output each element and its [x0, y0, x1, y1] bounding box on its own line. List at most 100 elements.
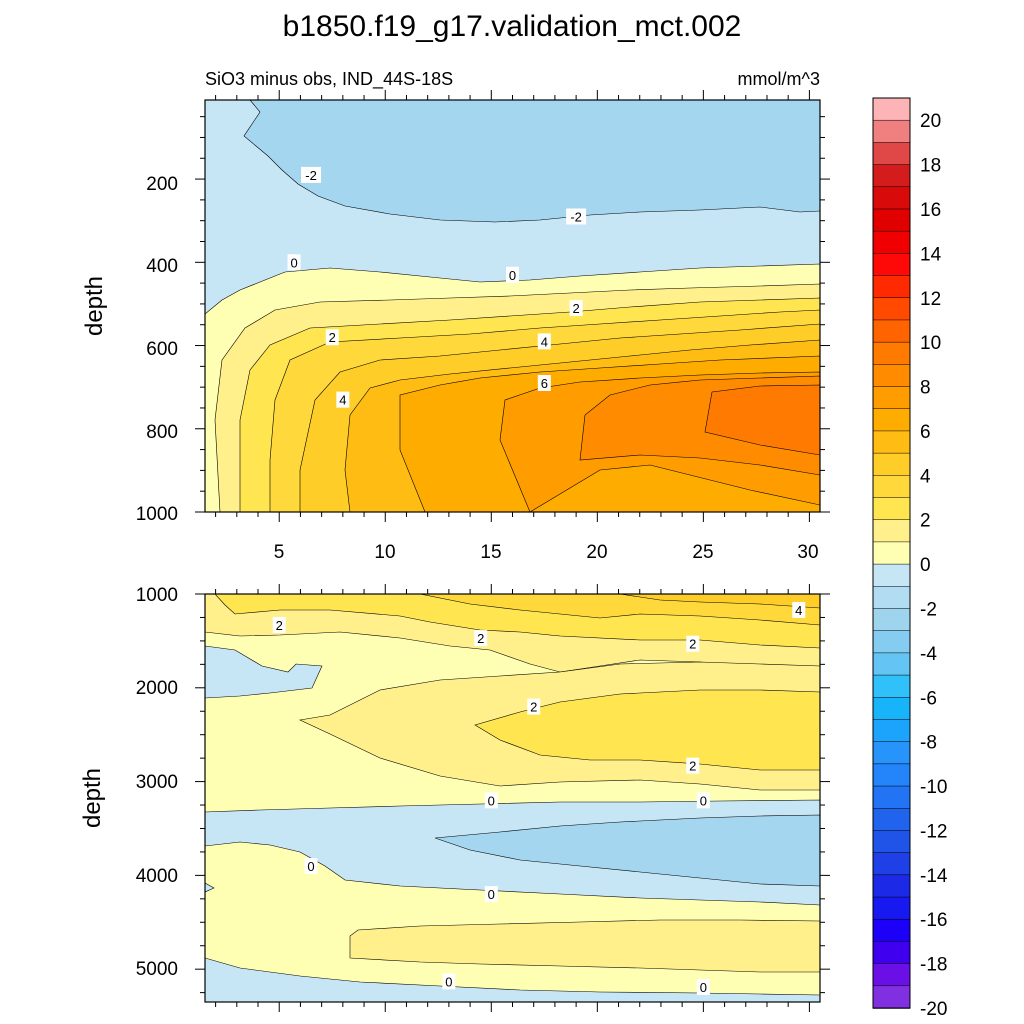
contour-label-text: 2 — [689, 759, 696, 774]
contour-label-text: 2 — [573, 301, 580, 316]
colorbar-label: 2 — [920, 511, 931, 532]
colorbar-swatch — [872, 586, 911, 610]
contour-label: 0 — [287, 254, 301, 271]
upper-y-tick-label: 200 — [146, 174, 178, 195]
colorbar-label: -16 — [920, 910, 947, 931]
x-tick-label: 20 — [586, 542, 607, 563]
contour-label-text: 0 — [700, 980, 707, 995]
colorbar-label: 0 — [920, 555, 931, 576]
colorbar-label: -8 — [920, 733, 937, 754]
colorbar-swatch — [872, 186, 911, 210]
upper-panel: -2 -2 0 0 2 2 4 4 6 200 400 600 800 1000 5 10 15… — [81, 90, 830, 563]
contour-label-text: 2 — [689, 637, 696, 652]
contour-label-text: 0 — [307, 859, 314, 874]
colorbar-label: 20 — [920, 111, 941, 132]
colorbar-label: 14 — [920, 244, 942, 265]
subtitle-units: mmol/m^3 — [738, 69, 820, 89]
contour-label-text: 4 — [795, 603, 802, 618]
contour-label: 2 — [686, 757, 700, 774]
contour-label-text: 4 — [541, 334, 548, 349]
upper-y-tick-label: 800 — [146, 422, 178, 443]
colorbar-label: 4 — [920, 466, 931, 487]
contour-label: 2 — [527, 698, 541, 715]
contour-label: 0 — [484, 792, 498, 809]
colorbar-label: 10 — [920, 333, 941, 354]
colorbar-swatch — [872, 719, 911, 743]
contour-label-text: 0 — [445, 974, 452, 989]
lower-y-tick-label: 1000 — [136, 585, 178, 606]
colorbar-swatch — [872, 807, 911, 832]
contour-label-text: 0 — [290, 255, 297, 270]
contour-label-text: -2 — [570, 210, 582, 225]
lower-y-tick-label: 2000 — [136, 678, 178, 699]
colorbar-swatch — [872, 319, 911, 343]
colorbar-label: 8 — [920, 378, 931, 399]
contour-label: 4 — [537, 333, 551, 350]
contour-label-text: 2 — [276, 618, 283, 633]
contour-label: 6 — [537, 374, 551, 391]
contour-label-text: -2 — [305, 168, 317, 183]
contour-label: 4 — [336, 391, 350, 408]
upper-y-axis-label: depth — [81, 276, 108, 336]
contour-label-text: 0 — [488, 887, 495, 902]
colorbar-swatch — [872, 763, 911, 787]
contour-label-text: 0 — [700, 793, 707, 808]
colorbar-swatch — [872, 341, 911, 366]
contour-label: 0 — [696, 978, 710, 995]
lower-contour-fill — [205, 594, 820, 1002]
colorbar-swatch — [872, 519, 911, 543]
lower-y-axis-label: depth — [79, 768, 106, 828]
contour-label: 2 — [474, 630, 488, 647]
lower-y-tick-label: 3000 — [136, 772, 178, 793]
colorbar-label: 16 — [920, 200, 941, 221]
contour-label: 2 — [272, 616, 286, 633]
colorbar-label: 12 — [920, 289, 941, 310]
upper-contour-fill — [205, 100, 820, 512]
colorbar-label: -6 — [920, 688, 937, 709]
colorbar: 20181614121086420-2-4-6-8-10-12-14-16-18… — [872, 97, 948, 1020]
contour-label: -2 — [566, 208, 587, 225]
colorbar-swatch — [872, 430, 911, 454]
contour-label: 0 — [442, 973, 456, 990]
contour-label-text: 0 — [509, 268, 516, 283]
upper-y-tick-label: 1000 — [136, 504, 178, 525]
contour-label-text: 6 — [541, 376, 548, 391]
colorbar-swatch — [872, 497, 911, 521]
contour-label: 0 — [506, 266, 519, 283]
contour-label: 0 — [696, 792, 710, 809]
colorbar-label: -2 — [920, 599, 937, 620]
colorbar-label: -12 — [920, 821, 947, 842]
contour-label: 2 — [686, 635, 700, 652]
colorbar-swatch — [872, 408, 911, 432]
colorbar-swatch — [872, 208, 911, 232]
contour-label-text: 0 — [488, 793, 495, 808]
lower-y-tick-label: 5000 — [136, 959, 178, 980]
colorbar-swatch — [872, 452, 911, 477]
colorbar-swatch — [872, 674, 911, 699]
colorbar-swatch — [872, 475, 911, 499]
subtitle-left: SiO3 minus obs, IND_44S-18S — [205, 69, 453, 90]
colorbar-swatch — [872, 852, 911, 876]
colorbar-swatch — [872, 630, 911, 654]
colorbar-swatch — [872, 697, 911, 721]
colorbar-swatch — [872, 874, 911, 898]
colorbar-swatch — [872, 608, 911, 632]
contour-label: 2 — [325, 329, 339, 346]
colorbar-swatch — [872, 985, 911, 1009]
colorbar-swatch — [872, 386, 911, 410]
lower-axis-ticks — [195, 584, 830, 1012]
colorbar-swatch — [872, 164, 911, 188]
x-tick-label: 25 — [692, 542, 713, 563]
colorbar-swatch — [872, 142, 911, 166]
contour-label: 2 — [569, 300, 583, 317]
colorbar-swatch — [872, 941, 911, 965]
contour-label: 0 — [304, 858, 318, 874]
colorbar-swatch — [872, 830, 911, 854]
colorbar-swatch — [872, 541, 911, 565]
upper-y-tick-label: 400 — [146, 256, 178, 277]
lower-y-tick-label: 4000 — [136, 866, 178, 887]
colorbar-swatch — [872, 918, 911, 943]
colorbar-label: -14 — [920, 866, 948, 887]
